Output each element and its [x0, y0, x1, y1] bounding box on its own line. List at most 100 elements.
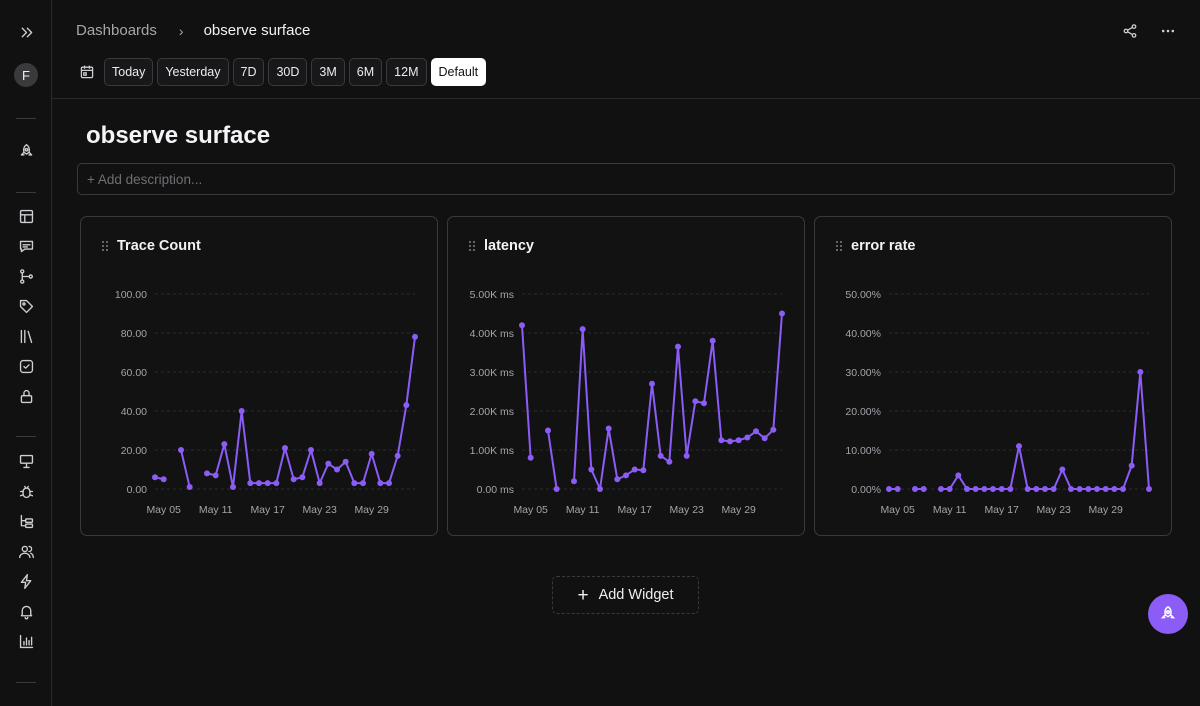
data-point[interactable]	[735, 437, 742, 444]
widget-trace-count[interactable]: Trace Count 0.00 20.00 40.00 60.00 80.00 100.…	[80, 216, 438, 536]
range-30d-button[interactable]: 30D	[268, 58, 308, 86]
data-point[interactable]	[912, 486, 918, 492]
data-point[interactable]	[1146, 486, 1152, 492]
rocket-icon[interactable]	[16, 141, 36, 161]
data-point[interactable]	[1120, 486, 1126, 492]
data-point[interactable]	[282, 445, 288, 452]
data-point[interactable]	[152, 474, 158, 481]
data-point[interactable]	[683, 452, 690, 459]
data-point[interactable]	[779, 310, 785, 317]
data-point[interactable]	[290, 476, 297, 483]
data-point[interactable]	[256, 480, 262, 487]
data-point[interactable]	[394, 452, 401, 459]
assistant-fab-button[interactable]	[1148, 594, 1188, 634]
data-point[interactable]	[308, 447, 314, 453]
data-point[interactable]	[273, 480, 280, 487]
breadcrumb-dashboards[interactable]: Dashboards	[76, 22, 157, 39]
presentation-icon[interactable]	[16, 451, 36, 471]
users-icon[interactable]	[16, 541, 36, 561]
data-point[interactable]	[368, 450, 375, 457]
more-icon[interactable]	[1158, 21, 1178, 41]
message-icon[interactable]	[16, 236, 36, 256]
widget-latency[interactable]: latency 0.00 ms 1.00K ms 2.00K ms 3.00K ms 4…	[447, 216, 805, 536]
avatar[interactable]: F	[14, 63, 38, 87]
data-point[interactable]	[894, 486, 901, 492]
data-point[interactable]	[920, 486, 927, 492]
data-point[interactable]	[1137, 369, 1144, 375]
range-7d-button[interactable]: 7D	[232, 58, 265, 86]
data-point[interactable]	[964, 486, 970, 492]
data-point[interactable]	[588, 466, 595, 473]
data-point[interactable]	[238, 408, 245, 414]
data-point[interactable]	[718, 437, 725, 444]
data-point[interactable]	[403, 402, 410, 409]
drag-handle-icon[interactable]	[835, 240, 843, 252]
data-point[interactable]	[972, 486, 979, 492]
data-point[interactable]	[212, 472, 219, 479]
data-point[interactable]	[998, 486, 1005, 492]
data-point[interactable]	[1076, 486, 1083, 492]
data-point[interactable]	[623, 472, 629, 479]
data-point[interactable]	[299, 474, 306, 481]
data-point[interactable]	[770, 426, 777, 433]
library-icon[interactable]	[16, 326, 36, 346]
data-point[interactable]	[649, 380, 655, 387]
data-point[interactable]	[938, 486, 944, 492]
data-point[interactable]	[692, 398, 699, 405]
data-point[interactable]	[1016, 443, 1022, 450]
bell-icon[interactable]	[16, 601, 36, 621]
data-point[interactable]	[230, 484, 236, 491]
data-point[interactable]	[247, 480, 254, 487]
data-point[interactable]	[946, 486, 953, 492]
tag-icon[interactable]	[16, 296, 36, 316]
bug-icon[interactable]	[16, 481, 36, 501]
data-point[interactable]	[640, 467, 647, 474]
data-point[interactable]	[186, 484, 193, 491]
data-point[interactable]	[571, 478, 577, 485]
tree-icon[interactable]	[16, 511, 36, 531]
data-point[interactable]	[334, 466, 340, 473]
data-point[interactable]	[605, 425, 612, 432]
data-point[interactable]	[1050, 486, 1057, 492]
data-point[interactable]	[204, 470, 210, 477]
range-default-button[interactable]: Default	[430, 58, 487, 86]
data-point[interactable]	[160, 476, 167, 483]
data-point[interactable]	[955, 472, 962, 479]
widget-error-rate[interactable]: error rate 0.00% 10.00% 20.00% 30.00% 40.00%…	[814, 216, 1172, 536]
zap-icon[interactable]	[16, 571, 36, 591]
data-point[interactable]	[886, 486, 892, 492]
data-point[interactable]	[545, 427, 551, 434]
data-point[interactable]	[1033, 486, 1040, 492]
data-point[interactable]	[351, 480, 358, 487]
data-point[interactable]	[990, 486, 996, 492]
data-point[interactable]	[614, 476, 621, 483]
range-yesterday-button[interactable]: Yesterday	[157, 58, 229, 86]
lock-icon[interactable]	[16, 386, 36, 406]
data-point[interactable]	[264, 480, 271, 487]
data-point[interactable]	[412, 333, 418, 340]
data-point[interactable]	[527, 454, 534, 461]
data-point[interactable]	[325, 460, 332, 467]
data-point[interactable]	[1042, 486, 1048, 492]
data-point[interactable]	[1085, 486, 1092, 492]
data-point[interactable]	[675, 343, 681, 350]
data-point[interactable]	[1094, 486, 1100, 492]
data-point[interactable]	[386, 480, 392, 487]
range-12m-button[interactable]: 12M	[386, 58, 427, 86]
data-point[interactable]	[579, 326, 586, 333]
data-point[interactable]	[1102, 486, 1109, 492]
data-point[interactable]	[761, 435, 768, 442]
expand-icon[interactable]	[16, 22, 36, 42]
data-point[interactable]	[666, 458, 673, 465]
range-today-button[interactable]: Today	[104, 58, 154, 86]
check-square-icon[interactable]	[16, 356, 36, 376]
range-3m-button[interactable]: 3M	[311, 58, 345, 86]
calendar-icon[interactable]	[76, 61, 98, 83]
description-input[interactable]	[77, 163, 1175, 195]
table-icon[interactable]	[16, 206, 36, 226]
data-point[interactable]	[1128, 462, 1135, 469]
add-widget-button[interactable]: + Add Widget	[552, 576, 699, 614]
data-point[interactable]	[377, 480, 384, 487]
data-point[interactable]	[1068, 486, 1074, 492]
data-point[interactable]	[1059, 466, 1066, 473]
